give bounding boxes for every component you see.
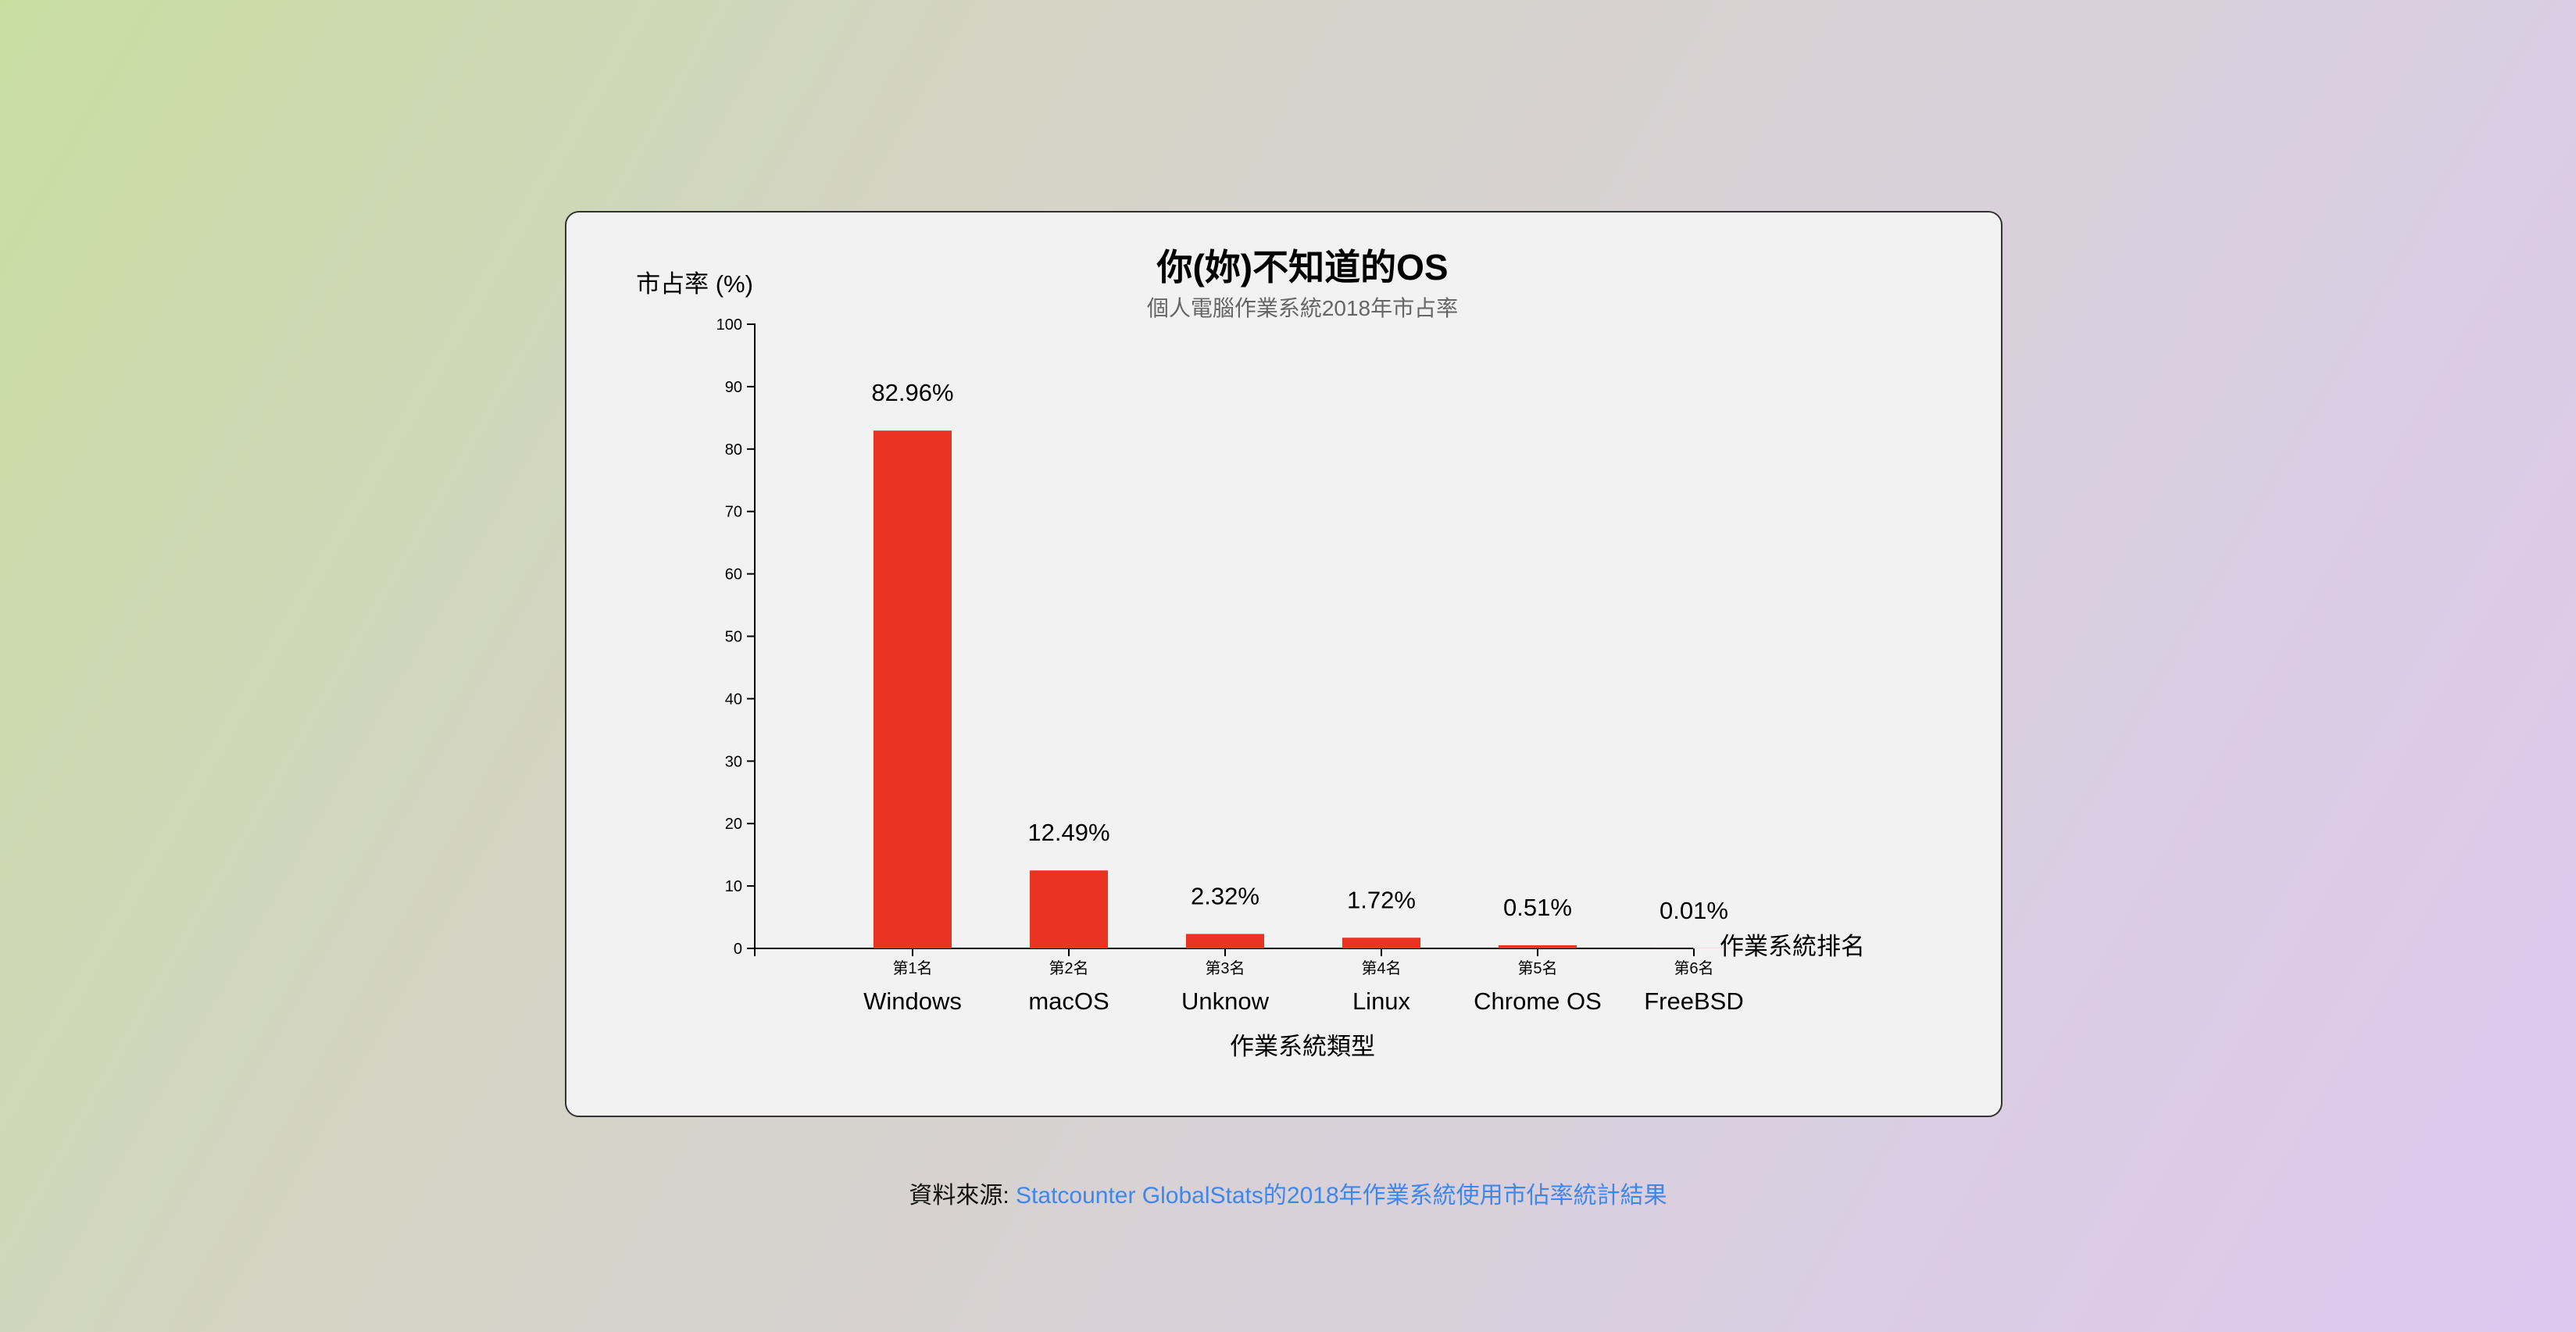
y-tick-label: 70 [725,504,742,521]
chart-title: 你(妳)不知道的OS [1156,247,1448,287]
x-rank-label: 第6名 [1674,959,1713,977]
bar-chart: 你(妳)不知道的OS 個人電腦作業系統2018年市占率 市占率 (%) 作業系統… [636,247,1865,1060]
bar-value-label: 2.32% [1191,882,1259,909]
bar-value-label: 0.01% [1660,897,1728,924]
bar-linux [1342,937,1420,948]
bar-unknow [1186,934,1264,948]
y-tick-label: 50 [725,629,742,646]
y-tick-label: 10 [725,878,742,895]
x-rank-label: 第4名 [1361,959,1401,977]
x-rank-label: 第3名 [1205,959,1245,977]
y-tick-label: 20 [725,816,742,833]
chart-subtitle: 個人電腦作業系統2018年市占率 [1147,296,1458,320]
bar-value-label: 12.49% [1027,819,1109,846]
x-ticks: 第1名 Windows 第2名 macOS 第3名 Unknow 第4名 Linux 第5名 Ch… [863,948,1744,1015]
x-rank-label: 第2名 [1049,959,1088,977]
y-tick-label: 100 [716,316,742,334]
y-tick-label: 80 [725,441,742,459]
bar-windows [874,430,952,948]
x-axis-label: 作業系統類型 [1230,1033,1375,1060]
bar-value-label: 0.51% [1503,894,1572,921]
x-category-label: macOS [1028,987,1109,1015]
y-tick-label: 90 [725,379,742,396]
y-axis-label: 市占率 (%) [636,270,753,298]
x-axis-end-label: 作業系統排名 [1720,933,1865,960]
bar-value-label: 1.72% [1347,886,1416,913]
source-prefix: 資料來源: [909,1183,1009,1209]
y-tick-label: 40 [725,691,742,708]
bar-value-label: 82.96% [871,379,953,406]
y-tick-label: 0 [734,941,742,958]
x-category-label: Windows [863,987,962,1015]
x-category-label: Chrome OS [1474,987,1602,1015]
x-category-label: FreeBSD [1644,987,1743,1015]
bar-chrome-os [1499,945,1577,948]
chart-card: 你(妳)不知道的OS 個人電腦作業系統2018年市占率 市占率 (%) 作業系統… [565,211,2003,1117]
x-rank-label: 第5名 [1517,959,1557,977]
x-category-label: Linux [1352,987,1411,1015]
source-link[interactable]: Statcounter GlobalStats的2018年作業系統使用市佔率統計… [1016,1183,1667,1209]
y-tick-label: 60 [725,566,742,584]
x-rank-label: 第1名 [892,959,932,977]
data-source: 資料來源: Statcounter GlobalStats的2018年作業系統使… [0,1176,2576,1210]
y-tick-label: 30 [725,753,742,770]
bars-group: 82.96% 12.49% 2.32% 1.72% 0.51% 0.01% [871,379,1733,948]
bar-macos [1030,870,1108,948]
x-category-label: Unknow [1181,987,1270,1015]
y-ticks: 0 10 20 30 40 50 60 70 80 90 100 [716,316,755,958]
